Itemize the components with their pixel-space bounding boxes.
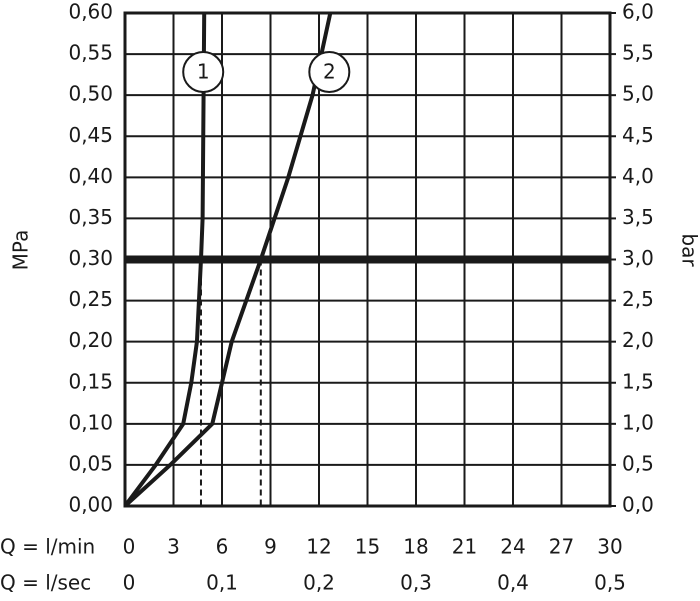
- y2-tick-label: 0,5: [622, 451, 654, 475]
- y2-tick-label: 5,5: [622, 41, 654, 65]
- y2-axis-label: bar: [678, 233, 700, 267]
- x-tick-label: 9: [264, 535, 277, 559]
- x-tick-label: 18: [403, 535, 428, 559]
- y2-tick-label: 4,5: [622, 123, 654, 147]
- y-tick-label: 0,35: [68, 205, 113, 229]
- x-tick-label: 0: [123, 535, 136, 559]
- x-tick-label: 30: [597, 535, 622, 559]
- y-axis-label: MPa: [9, 230, 33, 271]
- y2-tick-label: 2,5: [622, 287, 654, 311]
- x-tick-label: 3: [167, 535, 180, 559]
- series-name: 1: [197, 60, 210, 84]
- y2-tick-label: 1,0: [622, 410, 654, 434]
- y-tick-label: 0,05: [68, 451, 113, 475]
- x-tick-label: 21: [452, 535, 477, 559]
- x2-axis-label: Q = l/sec: [0, 571, 91, 595]
- x2-tick-label: 0,3: [400, 571, 432, 595]
- y-tick-label: 0,00: [68, 493, 113, 517]
- y2-tick-label: 3,5: [622, 205, 654, 229]
- x2-tick-label: 0,5: [594, 571, 626, 595]
- y-tick-label: 0,20: [68, 328, 113, 352]
- series-name: 2: [323, 60, 336, 84]
- y2-tick-label: 4,0: [622, 164, 654, 188]
- x2-tick-label: 0,2: [303, 571, 335, 595]
- y-tick-label: 0,55: [68, 41, 113, 65]
- x-axis-label: Q = l/min: [0, 535, 95, 559]
- x-tick-label: 24: [500, 535, 525, 559]
- y-tick-label: 0,10: [68, 410, 113, 434]
- series-line: [123, 12, 207, 508]
- y-tick-label: 0,30: [68, 246, 113, 270]
- x2-tick-label: 0,4: [497, 571, 529, 595]
- y2-tick-label: 1,5: [622, 369, 654, 393]
- x-tick-label: 12: [306, 535, 331, 559]
- y2-tick-label: 0,0: [622, 493, 654, 517]
- x2-tick-label: 0,1: [206, 571, 238, 595]
- y2-tick-label: 6,0: [622, 0, 654, 24]
- y-tick-label: 0,25: [68, 287, 113, 311]
- x-tick-label: 15: [355, 535, 380, 559]
- y-tick-label: 0,60: [68, 0, 113, 24]
- x-tick-label: 27: [549, 535, 574, 559]
- x2-tick-label: 0: [123, 571, 136, 595]
- series-marker-circle: [308, 51, 351, 93]
- y-tick-label: 0,15: [68, 369, 113, 393]
- y-tick-label: 0,50: [68, 82, 113, 106]
- series-marker-circle: [182, 51, 225, 93]
- x-tick-label: 6: [216, 535, 229, 559]
- y-tick-label: 0,40: [68, 164, 113, 188]
- y2-tick-label: 3,0: [622, 246, 654, 270]
- y2-tick-label: 2,0: [622, 328, 654, 352]
- y2-tick-label: 5,0: [622, 82, 654, 106]
- series-line: [123, 12, 333, 508]
- y-tick-label: 0,45: [68, 123, 113, 147]
